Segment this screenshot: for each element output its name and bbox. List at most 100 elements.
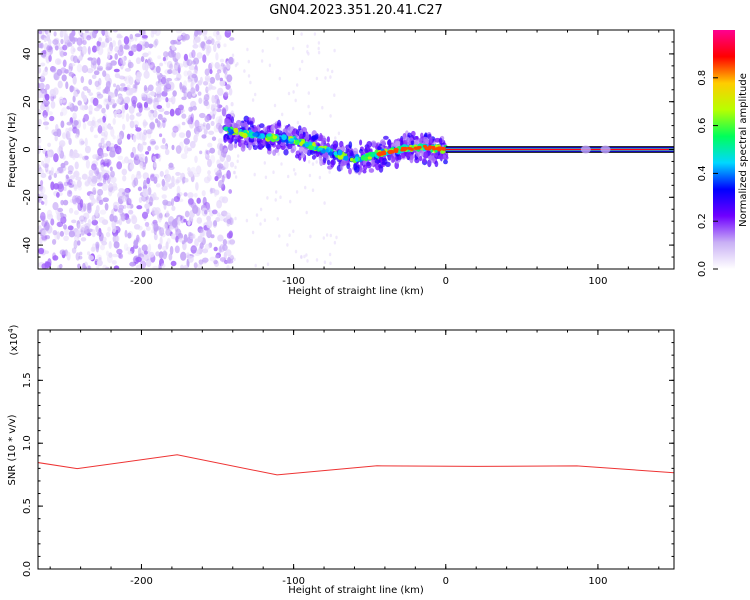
- spectrogram-cell: [56, 59, 61, 65]
- spectrogram-cell: [251, 98, 255, 102]
- spectrogram-cell: [165, 80, 170, 86]
- spectrogram-cell: [101, 219, 109, 225]
- spectrogram-cell: [130, 151, 135, 159]
- spectrogram-cell: [217, 179, 225, 189]
- spectrogram-cell: [247, 59, 250, 64]
- spectrogram-cell: [111, 253, 119, 258]
- spectrogram-cell: [289, 138, 295, 142]
- spectrogram-cell: [205, 47, 210, 56]
- spectrogram-cell: [196, 249, 201, 255]
- spectrogram-cell: [175, 235, 179, 243]
- spectrogram-cell: [92, 97, 99, 107]
- spectrogram-cell: [80, 35, 85, 45]
- spectrogram-cell: [43, 115, 48, 121]
- spectrogram-cell: [258, 143, 264, 150]
- spectrogram-cell: [192, 43, 199, 49]
- spectrogram-cell: [306, 44, 309, 49]
- spectrogram-cell: [407, 132, 412, 138]
- spectrogram-y-tick-label: 0: [22, 146, 33, 152]
- spectrogram-cell: [39, 42, 44, 49]
- spectrogram-cell: [287, 91, 291, 96]
- spectrogram-cell: [247, 142, 252, 151]
- spectrogram-cell: [111, 92, 116, 98]
- spectrogram-cell: [112, 30, 118, 33]
- spectrogram-cell: [227, 259, 234, 264]
- spectrogram-y-tick-label: 20: [22, 95, 33, 108]
- spectrogram-cell: [129, 33, 134, 40]
- spectrogram-cell: [290, 148, 295, 154]
- spectrogram-cell: [208, 130, 215, 135]
- spectrogram-cell: [210, 120, 215, 126]
- spectrogram-cell: [230, 116, 235, 124]
- spectrogram-cell: [143, 179, 147, 189]
- spectrogram-cell: [74, 133, 80, 139]
- spectrogram-cell: [197, 263, 203, 269]
- spectrogram-cell: [362, 169, 367, 174]
- spectrogram-cell: [56, 231, 61, 240]
- spectrogram-cell: [266, 262, 270, 267]
- spectrogram-cell: [84, 266, 88, 269]
- spectrogram-cell: [165, 85, 172, 92]
- spectrogram-cell: [119, 130, 125, 140]
- spectrogram-cell: [153, 196, 160, 201]
- spectrogram-cell: [366, 140, 373, 148]
- spectrogram-cell: [174, 77, 181, 82]
- snr-panel: -200 -100 0 100 0.0 0.5 1.0 1.5 Height of stra…: [7, 324, 675, 596]
- spectrogram-cell: [112, 102, 117, 107]
- spectrogram-cell: [181, 121, 186, 126]
- spectrogram-cell: [334, 136, 337, 140]
- spectrogram-cell: [69, 85, 74, 93]
- spectrogram-cell: [68, 137, 72, 146]
- spectrogram-cell: [96, 65, 104, 71]
- spectrogram-cell: [423, 151, 429, 159]
- spectrogram-cell: [155, 183, 161, 188]
- spectrogram-cell: [204, 209, 208, 215]
- spectrogram-cell: [88, 169, 94, 177]
- spectrogram-cell: [163, 51, 169, 58]
- spectrogram-cell: [56, 191, 60, 198]
- spectrogram-cell: [98, 117, 104, 125]
- spectrogram-cell: [272, 135, 278, 140]
- spectrogram-cell: [95, 197, 100, 204]
- spectrogram-cell: [44, 155, 51, 165]
- spectrogram-cell: [167, 50, 175, 58]
- spectrogram-cell: [283, 149, 289, 156]
- spectrogram-cell: [229, 161, 235, 168]
- spectrogram-cell: [43, 250, 50, 255]
- spectrogram-x-tick-label: -200: [130, 276, 153, 287]
- spectrogram-cell: [355, 156, 359, 162]
- spectrogram-cell: [124, 67, 132, 72]
- spectrogram-cell: [184, 178, 189, 183]
- spectrogram-cell: [52, 39, 59, 45]
- spectrogram-cell: [183, 80, 188, 88]
- spectrogram-cell: [49, 66, 57, 73]
- spectrogram-cell: [65, 127, 69, 134]
- spectrogram-cell: [105, 80, 111, 90]
- spectrogram-cell: [105, 66, 111, 71]
- spectrogram-cell: [209, 69, 213, 75]
- spectrogram-cell: [103, 172, 110, 181]
- spectrogram-cell: [136, 205, 143, 210]
- spectrogram-cell: [107, 95, 112, 103]
- spectrogram-cell: [164, 181, 170, 188]
- spectrogram-cell: [60, 38, 64, 45]
- spectrogram-cell: [108, 186, 116, 194]
- spectrogram-cell: [106, 31, 110, 39]
- spectrogram-cell: [428, 146, 433, 150]
- spectrogram-cell: [226, 170, 231, 180]
- spectrogram-cell: [187, 220, 191, 226]
- spectrogram-cell: [146, 207, 150, 215]
- spectrogram-cell: [353, 163, 358, 171]
- spectrogram-cell: [216, 107, 222, 113]
- spectrogram-cell: [277, 119, 282, 127]
- spectrogram-x-tick-label: 0: [443, 276, 449, 287]
- figure-title: GN04.2023.351.20.41.C27: [269, 3, 443, 18]
- spectrogram-cell: [254, 263, 257, 268]
- spectrogram-cell: [185, 130, 191, 139]
- spectrogram-cell: [100, 137, 105, 145]
- spectrogram-cell: [385, 161, 391, 167]
- spectrogram-cell: [47, 142, 52, 148]
- spectrogram-cell: [88, 79, 93, 86]
- spectrogram-cell: [135, 57, 141, 65]
- spectrogram-cell: [229, 37, 235, 41]
